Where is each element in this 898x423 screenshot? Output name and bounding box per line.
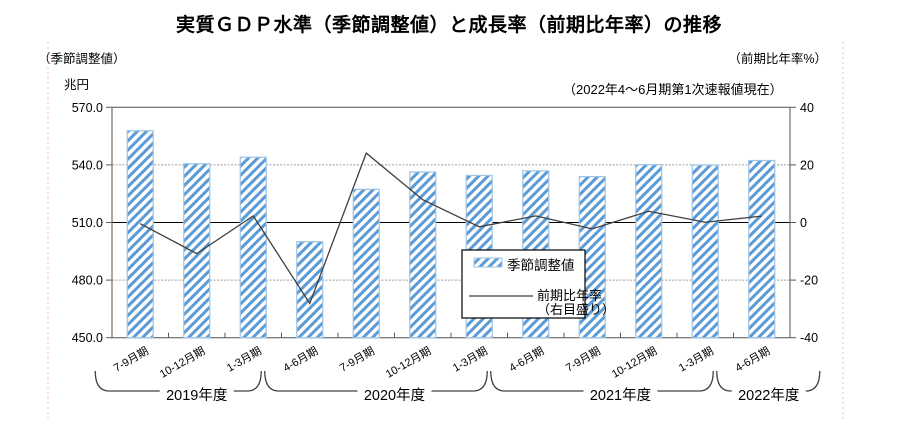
left-axis-tick-label: 510.0 — [72, 216, 103, 230]
x-category-label: 10-12月期 — [157, 344, 207, 380]
vintage-note: （2022年4～6月期第1次速報値現在） — [563, 82, 783, 97]
gdp-bar-7-9月期 — [126, 130, 154, 339]
left-axis-tick-label: 450.0 — [72, 331, 103, 345]
left-axis-tick-label: 570.0 — [72, 101, 103, 115]
legend-bar-swatch — [473, 257, 503, 268]
fiscal-year-label: 2020年度 — [364, 387, 425, 404]
left-axis-tick-label: 480.0 — [72, 274, 103, 288]
fiscal-year-label: 2021年度 — [590, 387, 651, 404]
fiscal-year-label: 2022年度 — [738, 387, 799, 404]
gdp-bar-4-6月期 — [748, 159, 776, 339]
x-category-label: 10-12月期 — [383, 344, 433, 380]
right-axis-tick-label: -40 — [800, 331, 818, 345]
fiscal-year-brace-left — [94, 370, 160, 392]
right-axis-tick-label: 20 — [800, 158, 814, 172]
fiscal-year-brace-left — [490, 370, 584, 392]
legend-line-label: 前期比年率 — [537, 288, 602, 303]
x-category-label: 10-12月期 — [609, 344, 659, 380]
gdp-bar-10-12月期 — [409, 171, 437, 339]
x-category-label: 1-3月期 — [450, 344, 489, 374]
x-category-label: 7-9月期 — [111, 344, 150, 374]
gdp-bar-1-3月期 — [691, 164, 719, 339]
right-axis-tick-label: 0 — [800, 216, 807, 230]
gdp-bar-10-12月期 — [183, 163, 211, 339]
x-category-label: 4-6月期 — [281, 344, 320, 374]
gdp-bar-1-3月期 — [239, 156, 267, 339]
x-category-label: 1-3月期 — [224, 344, 263, 374]
right-axis-tick-label: 40 — [800, 101, 814, 115]
x-category-label: 1-3月期 — [676, 344, 715, 374]
right-axis-caption: （前期比年率%） — [728, 52, 827, 66]
fiscal-year-brace-right — [233, 370, 262, 392]
left-axis-caption: （季節調整値） — [38, 52, 126, 66]
legend-line-sublabel: （右目盛り） — [537, 302, 615, 317]
fiscal-year-brace-right — [431, 370, 488, 392]
x-category-label: 7-9月期 — [337, 344, 376, 374]
growth-rate-line — [139, 152, 762, 305]
fiscal-year-brace-right — [657, 370, 714, 392]
legend-bar-label: 季節調整値 — [507, 258, 575, 273]
fiscal-year-brace-right — [805, 370, 821, 392]
x-category-label: 4-6月期 — [507, 344, 546, 374]
fiscal-year-brace-left — [264, 370, 358, 392]
x-category-label: 7-9月期 — [563, 344, 602, 374]
left-axis-tick-label: 540.0 — [72, 158, 103, 172]
left-axis-unit: 兆円 — [64, 78, 90, 92]
gdp-bar-10-12月期 — [635, 164, 663, 339]
x-category-label: 4-6月期 — [733, 344, 772, 374]
gdp-bar-4-6月期 — [296, 241, 324, 339]
fiscal-year-brace-left — [716, 370, 732, 392]
chart-title: 実質ＧＤＰ水準（季節調整値）と成長率（前期比年率）の推移 — [175, 15, 722, 36]
right-axis-tick-label: -20 — [800, 274, 818, 288]
fiscal-year-label: 2019年度 — [166, 387, 227, 404]
gdp-bar-7-9月期 — [352, 188, 380, 339]
